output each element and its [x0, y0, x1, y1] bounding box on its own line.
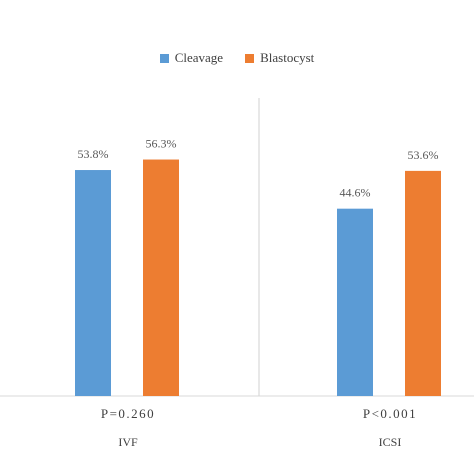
data-label-blastocyst-icsi: 53.6%: [408, 148, 439, 162]
legend-item-cleavage: Cleavage: [159, 49, 224, 67]
data-label-cleavage-icsi: 44.6%: [340, 186, 371, 200]
bar-cleavage-ivf: [75, 170, 111, 396]
bar-cleavage-icsi: [337, 208, 373, 396]
category-label-ivf: IVF: [118, 435, 138, 449]
legend-label-blastocyst: Blastocyst: [260, 50, 315, 65]
p-value-label-ivf: P=0.260: [101, 406, 155, 421]
legend-swatch-blastocyst: [245, 53, 255, 63]
legend-swatch-cleavage: [159, 53, 169, 63]
p-value-label-icsi: P<0.001: [363, 406, 417, 421]
category-label-icsi: ICSI: [379, 435, 402, 449]
bar-blastocyst-icsi: [405, 170, 441, 396]
legend: Cleavage Blastocyst: [0, 49, 474, 67]
bar-blastocyst-ivf: [143, 159, 179, 396]
data-label-cleavage-ivf: 53.8%: [78, 147, 109, 161]
data-label-blastocyst-ivf: 56.3%: [146, 137, 177, 151]
legend-label-cleavage: Cleavage: [174, 50, 224, 65]
legend-item-blastocyst: Blastocyst: [245, 49, 314, 67]
